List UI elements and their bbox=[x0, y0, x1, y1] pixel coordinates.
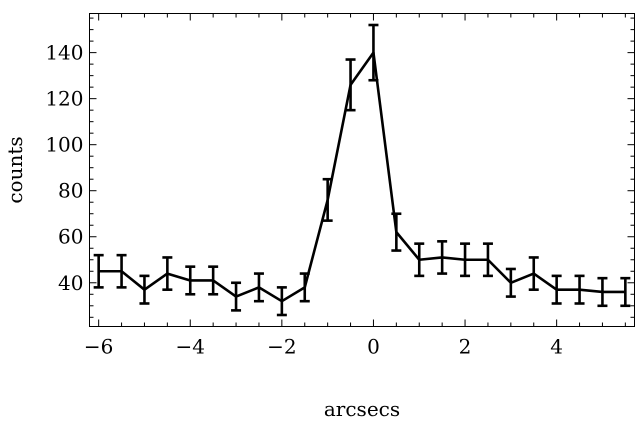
x-tick-label: −2 bbox=[267, 335, 296, 359]
series-line bbox=[98, 51, 626, 303]
x-tick-label: −4 bbox=[176, 335, 205, 359]
data-point-errorbar bbox=[93, 253, 104, 289]
y-tick-label: 60 bbox=[58, 225, 83, 249]
y-tick-label: 100 bbox=[45, 133, 83, 157]
x-axis-label: arcsecs bbox=[324, 397, 400, 421]
data-point-errorbar bbox=[620, 276, 631, 308]
y-tick-label: 40 bbox=[58, 271, 83, 295]
x-tick-label: 4 bbox=[550, 335, 563, 359]
x-tick-label: 2 bbox=[459, 335, 472, 359]
x-tick-label: −6 bbox=[84, 335, 113, 359]
y-axis-label: counts bbox=[3, 136, 27, 203]
plot-frame bbox=[89, 13, 635, 327]
x-tick-label: 0 bbox=[367, 335, 380, 359]
tick-labels: −6 −4 −2 0 2 4 40 60 80 100 120 140 bbox=[45, 41, 563, 359]
axis-ticks bbox=[89, 13, 635, 327]
y-tick-label: 120 bbox=[45, 87, 83, 111]
y-tick-label: 140 bbox=[45, 41, 83, 65]
y-tick-label: 80 bbox=[58, 179, 83, 203]
